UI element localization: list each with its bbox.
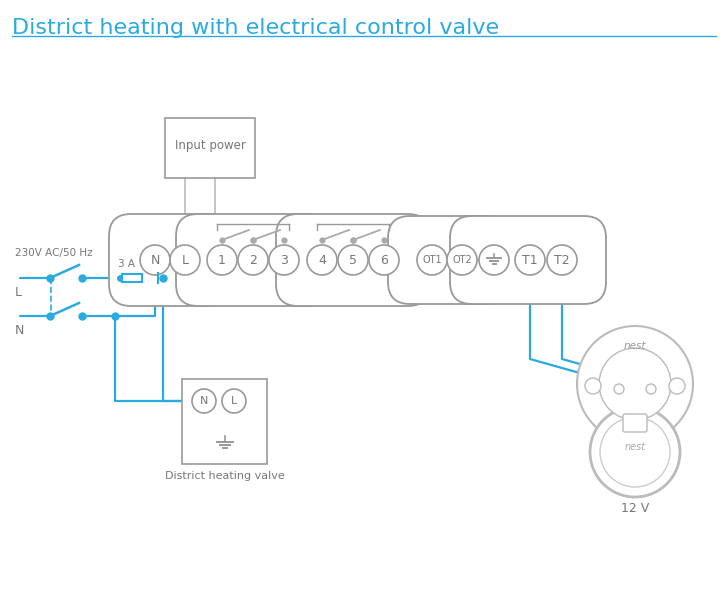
Bar — [165, 118, 255, 178]
Text: T2: T2 — [554, 254, 570, 267]
Text: Input power: Input power — [175, 138, 245, 151]
Circle shape — [600, 417, 670, 487]
Text: 230V AC/50 Hz: 230V AC/50 Hz — [15, 248, 92, 258]
Text: 3: 3 — [280, 254, 288, 267]
Text: L: L — [15, 286, 22, 299]
FancyBboxPatch shape — [176, 214, 330, 306]
FancyBboxPatch shape — [276, 214, 430, 306]
Circle shape — [238, 245, 268, 275]
Text: District heating valve: District heating valve — [165, 471, 285, 481]
Text: nest: nest — [624, 341, 646, 351]
FancyBboxPatch shape — [388, 216, 506, 304]
Text: 3 A: 3 A — [118, 259, 135, 269]
Text: 6: 6 — [380, 254, 388, 267]
Circle shape — [192, 389, 216, 413]
FancyBboxPatch shape — [450, 216, 606, 304]
Circle shape — [614, 384, 624, 394]
Circle shape — [599, 348, 671, 420]
Text: N: N — [15, 324, 24, 336]
Text: OT2: OT2 — [452, 255, 472, 265]
Circle shape — [417, 245, 447, 275]
Text: 12 V: 12 V — [621, 503, 649, 516]
Circle shape — [590, 407, 680, 497]
Text: N: N — [199, 396, 208, 406]
FancyBboxPatch shape — [122, 274, 142, 282]
Circle shape — [646, 384, 656, 394]
Circle shape — [170, 245, 200, 275]
Bar — [182, 379, 267, 464]
Text: 4: 4 — [318, 254, 326, 267]
Text: 5: 5 — [349, 254, 357, 267]
Circle shape — [207, 245, 237, 275]
Text: 1: 1 — [218, 254, 226, 267]
Text: L: L — [231, 396, 237, 406]
FancyBboxPatch shape — [109, 214, 231, 306]
Text: District heating with electrical control valve: District heating with electrical control… — [12, 18, 499, 38]
Text: L: L — [181, 254, 189, 267]
Circle shape — [140, 245, 170, 275]
Text: nest: nest — [625, 442, 646, 452]
Text: 2: 2 — [249, 254, 257, 267]
Circle shape — [577, 326, 693, 442]
Circle shape — [369, 245, 399, 275]
Text: N: N — [150, 254, 159, 267]
Circle shape — [479, 245, 509, 275]
Circle shape — [515, 245, 545, 275]
Circle shape — [307, 245, 337, 275]
Circle shape — [338, 245, 368, 275]
Text: OT1: OT1 — [422, 255, 442, 265]
Circle shape — [447, 245, 477, 275]
Circle shape — [269, 245, 299, 275]
Circle shape — [547, 245, 577, 275]
Circle shape — [669, 378, 685, 394]
Text: T1: T1 — [522, 254, 538, 267]
Circle shape — [222, 389, 246, 413]
FancyBboxPatch shape — [623, 414, 647, 432]
Circle shape — [585, 378, 601, 394]
